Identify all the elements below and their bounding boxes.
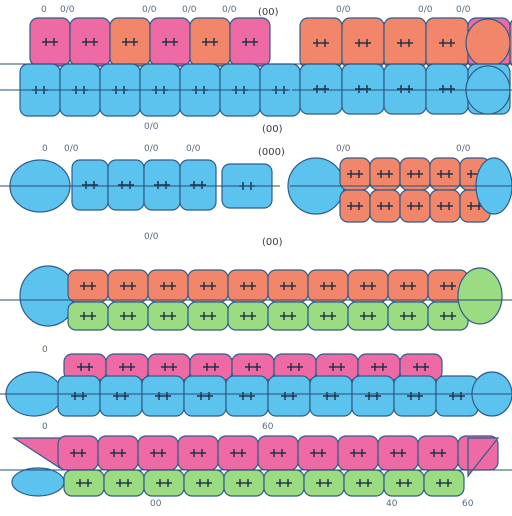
label: 60 bbox=[262, 422, 274, 432]
label: 00 bbox=[150, 499, 162, 509]
label: (00) bbox=[262, 237, 283, 248]
label: 0/0 bbox=[64, 144, 79, 154]
label: 0 bbox=[42, 144, 48, 154]
label: 0/0 bbox=[222, 5, 237, 15]
label: 0/0 bbox=[144, 144, 159, 154]
label: 0/0 bbox=[60, 5, 75, 15]
end-cap bbox=[11, 467, 65, 497]
label: 0/0 bbox=[142, 5, 157, 15]
corner-shape bbox=[11, 437, 61, 470]
label: 40 bbox=[386, 499, 398, 509]
end-cap bbox=[465, 18, 511, 68]
label: (00) bbox=[262, 124, 283, 135]
label: (000) bbox=[258, 147, 285, 158]
label: 0/0 bbox=[336, 144, 351, 154]
label: 0/0 bbox=[456, 5, 471, 15]
label: 0/0 bbox=[418, 5, 433, 15]
label: 0/0 bbox=[186, 144, 201, 154]
label: 0 bbox=[41, 5, 47, 15]
label: 60 bbox=[462, 499, 474, 509]
end-cap bbox=[457, 267, 503, 325]
label: 0/0 bbox=[456, 144, 471, 154]
corner-shape bbox=[467, 437, 500, 478]
label: 0/0 bbox=[182, 5, 197, 15]
label: 0/0 bbox=[144, 232, 159, 242]
label: (00) bbox=[258, 7, 279, 18]
label: 0/0 bbox=[336, 5, 351, 15]
label: 0 bbox=[42, 345, 48, 355]
label: 0/0 bbox=[144, 122, 159, 132]
label: 0 bbox=[42, 422, 48, 432]
